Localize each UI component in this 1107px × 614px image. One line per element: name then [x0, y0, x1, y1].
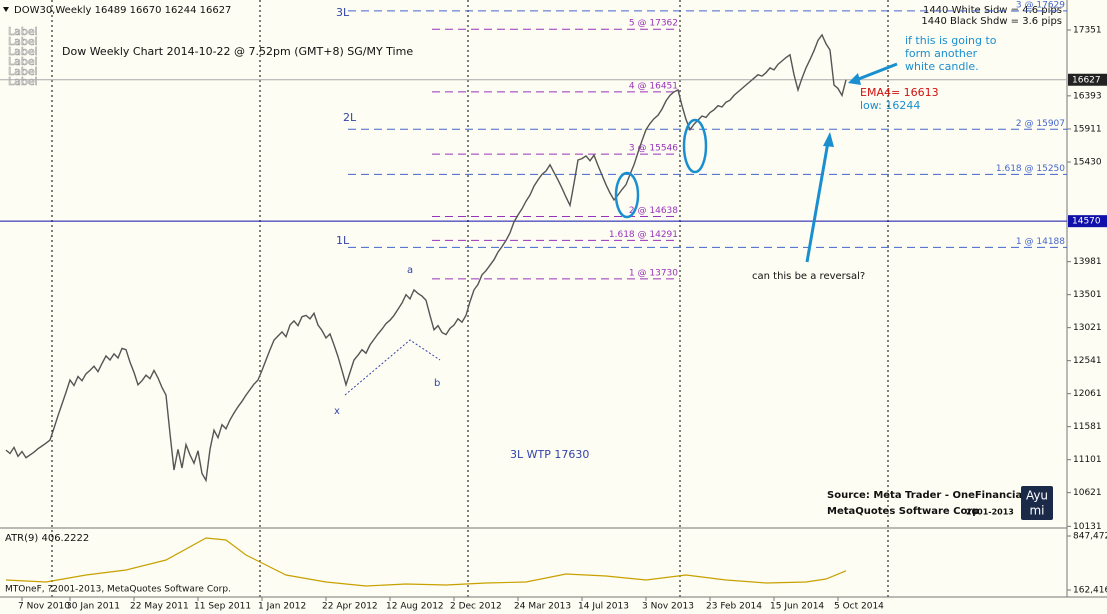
y-tick-label: 11581 — [1073, 422, 1102, 432]
y-tick-label: 15430 — [1073, 158, 1102, 168]
wave-line — [344, 339, 441, 396]
label: Label — [8, 75, 38, 88]
highlight-ellipse — [614, 171, 640, 219]
label: Label — [8, 65, 38, 78]
y-tick-label: 16393 — [1073, 91, 1102, 101]
logo-text: Ayu — [1026, 489, 1048, 503]
header-icon — [3, 7, 9, 12]
x-tick-label: 15 Jun 2014 — [770, 602, 824, 612]
y-tick-label: 11101 — [1073, 455, 1102, 465]
annotation: if this is going to — [905, 34, 997, 47]
level-label: 1 @ 13730 — [629, 268, 678, 278]
level-label: 4 @ 16451 — [629, 81, 678, 91]
low-annotation: low: 16244 — [860, 99, 920, 112]
chart-title: Dow Weekly Chart 2014-10-22 @ 7.52pm (GM… — [62, 45, 413, 58]
highlight-ellipse — [682, 118, 708, 174]
y-tick-label: 13501 — [1073, 290, 1102, 300]
arrows — [805, 62, 898, 263]
price-box — [1068, 73, 1107, 86]
label: Label — [8, 55, 38, 68]
wave-label: a — [407, 265, 413, 276]
level-label: 3 @ 15546 — [629, 144, 678, 154]
ema-annotation: EMA4= 16613 — [860, 86, 939, 99]
y-tick-label: 15911 — [1073, 124, 1102, 134]
source: Source: Meta Trader - OneFinancial — [827, 490, 1026, 501]
x-tick-label: 5 Oct 2014 — [834, 602, 884, 612]
x-tick-label: 2 Dec 2012 — [450, 602, 502, 612]
logo-text: mi — [1029, 504, 1044, 518]
level-label: 5 @ 17362 — [629, 19, 678, 29]
price-box-label: 16627 — [1072, 75, 1101, 85]
x-tick-label: 22 May 2011 — [130, 602, 189, 612]
source: MetaQuotes Software Corp — [827, 506, 979, 517]
label-stack: Label Label Label Label Label Label — [8, 25, 38, 89]
level-label: 1.618 @ 14291 — [609, 230, 678, 240]
price-line — [5, 33, 847, 483]
atr-tick-label: 847,4722 — [1073, 532, 1107, 542]
level-name: 2L — [343, 111, 357, 124]
level-label: 3 @ 17629 — [1016, 0, 1065, 10]
x-tick-label: 22 Apr 2012 — [322, 602, 378, 612]
price-box-label: 14570 — [1072, 217, 1101, 227]
level-label: 1 @ 14188 — [1016, 237, 1065, 247]
y-tick-label: 10621 — [1073, 488, 1102, 498]
level-label: 2 @ 14638 — [629, 206, 678, 216]
level-name: 1L — [336, 234, 350, 247]
x-tick-label: 11 Sep 2011 — [194, 602, 251, 612]
level-name: 3L — [336, 6, 350, 19]
label: Label — [8, 35, 38, 48]
x-tick-label: 3 Nov 2013 — [642, 602, 694, 612]
y-tick-label: 10131 — [1073, 522, 1102, 532]
x-tick-label: 12 Aug 2012 — [386, 602, 444, 612]
source: 2001-2013 — [966, 508, 1014, 517]
level-label: 2 @ 15907 — [1016, 119, 1065, 129]
wave-label: x — [334, 406, 340, 417]
x-tick-label: 23 Feb 2014 — [706, 602, 762, 612]
logo — [1021, 486, 1053, 520]
atr-label: ATR(9) 406.2222 — [5, 533, 89, 544]
copyright: MTOneF, ?2001-2013, MetaQuotes Software … — [5, 585, 231, 595]
y-tick-label: 12541 — [1073, 356, 1102, 366]
price-box — [1068, 215, 1107, 228]
x-tick-label: 14 Jul 2013 — [578, 602, 629, 612]
level-label: 1.618 @ 15250 — [996, 164, 1065, 174]
annotation: white candle. — [905, 60, 979, 73]
atr-tick-label: 162,4167 — [1073, 585, 1107, 595]
annotation: can this be a reversal? — [752, 271, 865, 282]
x-tick-label: 30 Jan 2011 — [66, 602, 120, 612]
y-tick-label: 12061 — [1073, 389, 1102, 399]
wave-label: b — [434, 378, 440, 389]
corner-text: 1440 Black Shdw = 3.6 pips — [921, 16, 1062, 27]
y-tick-label: 17351 — [1073, 25, 1102, 35]
y-tick-label: 13981 — [1073, 257, 1102, 267]
label: Label — [8, 45, 38, 58]
x-tick-label: 24 Mar 2013 — [514, 602, 571, 612]
x-tick-label: 7 Nov 2010 — [18, 602, 70, 612]
y-tick-label: 13021 — [1073, 323, 1102, 333]
annotation: 3L WTP 17630 — [510, 448, 589, 461]
label: Label — [8, 25, 38, 38]
header: DOW30,Weekly 16489 16670 16244 16627 — [14, 5, 231, 16]
annotation: form another — [905, 47, 978, 60]
atr-line — [5, 537, 847, 587]
x-tick-label: 1 Jan 2012 — [258, 602, 306, 612]
